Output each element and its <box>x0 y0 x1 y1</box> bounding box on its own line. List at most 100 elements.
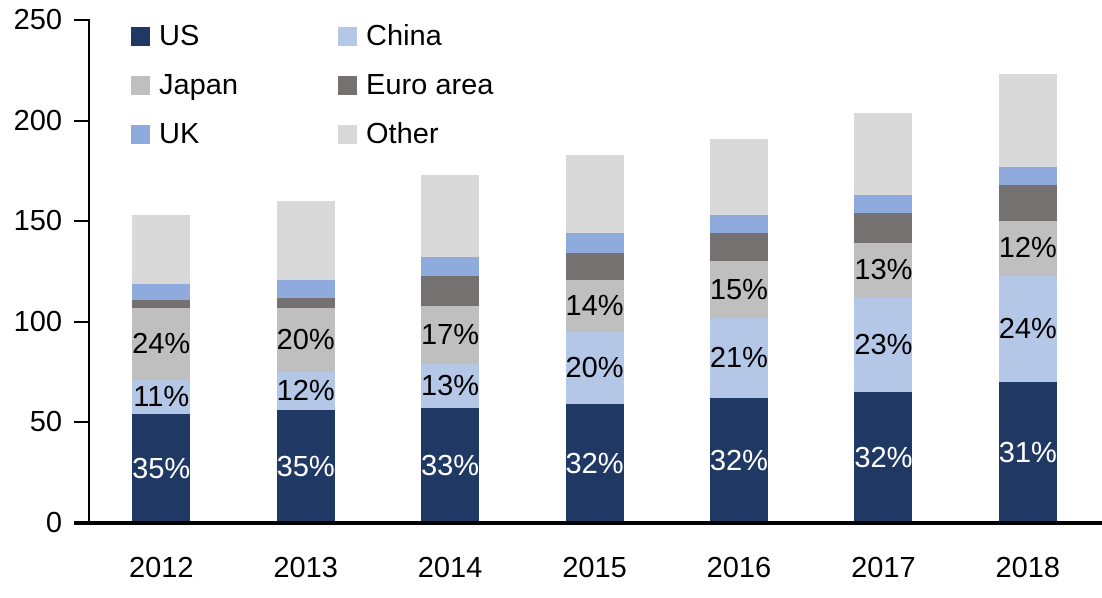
bar-value-label-china-2015: 20% <box>565 352 624 385</box>
bar-segment-uk-2018 <box>998 166 1057 185</box>
legend-swatch-japan <box>131 76 150 95</box>
x-axis-tick-label-2015: 2015 <box>562 552 627 584</box>
bar-segment-china-2017 <box>854 297 913 393</box>
bar-segment-china-2018 <box>998 275 1057 383</box>
y-axis-tick <box>74 320 89 323</box>
bar-segment-us-2016 <box>709 398 768 523</box>
bar-segment-japan-2013 <box>276 307 335 373</box>
x-axis-tick-label-2013: 2013 <box>273 552 338 584</box>
legend-item-uk: UK <box>131 120 338 149</box>
bar-segment-uk-2015 <box>565 233 624 254</box>
legend-swatch-china <box>338 27 357 46</box>
bar-value-label-china-2016: 21% <box>709 342 768 375</box>
bar-segment-japan-2017 <box>854 243 913 298</box>
bar-segment-euro-area-2013 <box>276 297 335 308</box>
bar-segment-japan-2018 <box>998 221 1057 276</box>
bar-segment-china-2013 <box>276 372 335 411</box>
y-axis-tick <box>74 421 89 424</box>
y-axis-tick-label: 0 <box>45 507 62 539</box>
bar-segment-uk-2017 <box>854 195 913 214</box>
bar-segment-euro-area-2012 <box>132 299 191 308</box>
bar-segment-japan-2016 <box>709 261 768 318</box>
y-axis-tick <box>74 220 89 223</box>
bar-segment-euro-area-2015 <box>565 253 624 280</box>
legend-label-china: China <box>366 20 442 52</box>
bar-value-label-us-2013: 35% <box>276 450 335 483</box>
x-axis-tick-label-2016: 2016 <box>706 552 772 584</box>
bar-segment-euro-area-2016 <box>709 233 768 262</box>
bar-value-label-us-2015: 32% <box>565 447 624 480</box>
bar-segment-us-2012 <box>132 414 191 523</box>
y-axis-tick-label: 100 <box>13 305 62 338</box>
bar-value-label-china-2013: 12% <box>276 375 335 408</box>
bar-value-label-china-2018: 24% <box>998 312 1057 345</box>
bar-segment-uk-2014 <box>421 257 480 276</box>
bar-segment-japan-2012 <box>132 307 191 381</box>
bar-value-label-japan-2013: 20% <box>276 323 335 356</box>
legend-swatch-euro-area <box>338 76 357 95</box>
bar-segment-other-2018 <box>998 74 1057 167</box>
bar-segment-china-2012 <box>132 380 191 415</box>
legend-item-china: China <box>338 22 493 51</box>
legend-item-us: US <box>131 22 338 51</box>
bar-segment-uk-2016 <box>709 215 768 234</box>
bar-segment-euro-area-2018 <box>998 184 1057 222</box>
legend-item-japan: Japan <box>131 71 338 100</box>
legend-swatch-uk <box>131 125 150 144</box>
y-axis-tick <box>74 119 89 122</box>
bar-segment-other-2014 <box>421 174 480 258</box>
bar-value-label-us-2014: 33% <box>421 449 480 482</box>
x-axis-tick-label-2017: 2017 <box>851 552 916 584</box>
y-axis-tick-label: 50 <box>29 406 62 439</box>
bar-segment-other-2017 <box>854 112 913 196</box>
x-axis-tick-label-2018: 2018 <box>995 552 1061 584</box>
bar-value-label-japan-2017: 13% <box>854 254 913 287</box>
bar-value-label-us-2012: 35% <box>132 452 191 485</box>
bar-segment-us-2014 <box>421 408 480 523</box>
bar-segment-euro-area-2014 <box>421 275 480 306</box>
bar-segment-us-2017 <box>854 392 913 523</box>
bar-segment-china-2016 <box>709 317 768 399</box>
bar-segment-other-2013 <box>276 201 335 280</box>
x-axis-tick-label-2014: 2014 <box>417 552 483 584</box>
bar-value-label-japan-2015: 14% <box>565 289 624 322</box>
bar-segment-china-2015 <box>565 331 624 405</box>
y-axis-tick-label: 250 <box>13 4 62 36</box>
bar-value-label-japan-2016: 15% <box>709 273 768 306</box>
bar-value-label-china-2014: 13% <box>421 370 480 403</box>
legend-item-euro-area: Euro area <box>338 71 493 100</box>
bar-segment-other-2016 <box>709 138 768 216</box>
bar-segment-japan-2015 <box>565 279 624 332</box>
bar-segment-japan-2014 <box>421 305 480 365</box>
bar-segment-china-2014 <box>421 364 480 409</box>
y-axis-tick <box>74 19 89 21</box>
bar-value-label-japan-2014: 17% <box>421 318 480 351</box>
bar-segment-euro-area-2017 <box>854 213 913 244</box>
bar-segment-other-2012 <box>132 215 191 284</box>
x-axis-tick-label-2012: 2012 <box>128 552 194 584</box>
bar-value-label-us-2016: 32% <box>709 444 768 477</box>
bar-value-label-us-2018: 31% <box>998 436 1057 469</box>
bar-segment-us-2013 <box>276 410 335 523</box>
bar-segment-uk-2013 <box>276 279 335 298</box>
legend-label-other: Other <box>366 118 439 150</box>
legend: US China Japan Euro area UK Other <box>131 22 493 149</box>
bar-value-label-us-2017: 32% <box>854 441 913 474</box>
bar-segment-other-2015 <box>565 154 624 234</box>
legend-label-japan: Japan <box>159 69 239 101</box>
bar-value-label-china-2012: 11% <box>133 381 190 414</box>
bar-segment-us-2018 <box>998 382 1057 523</box>
legend-label-euro-area: Euro area <box>366 69 494 101</box>
y-axis-tick-label: 200 <box>13 104 62 137</box>
bar-value-label-japan-2018: 12% <box>998 232 1057 265</box>
y-axis-tick-label: 150 <box>13 205 62 238</box>
legend-item-other: Other <box>338 120 493 149</box>
x-axis-line <box>74 521 1102 525</box>
bar-value-label-japan-2012: 24% <box>132 327 191 360</box>
legend-swatch-other <box>338 125 357 144</box>
legend-swatch-us <box>131 27 150 46</box>
bar-segment-us-2015 <box>565 404 624 523</box>
legend-label-uk: UK <box>159 118 200 150</box>
legend-label-us: US <box>159 20 200 52</box>
